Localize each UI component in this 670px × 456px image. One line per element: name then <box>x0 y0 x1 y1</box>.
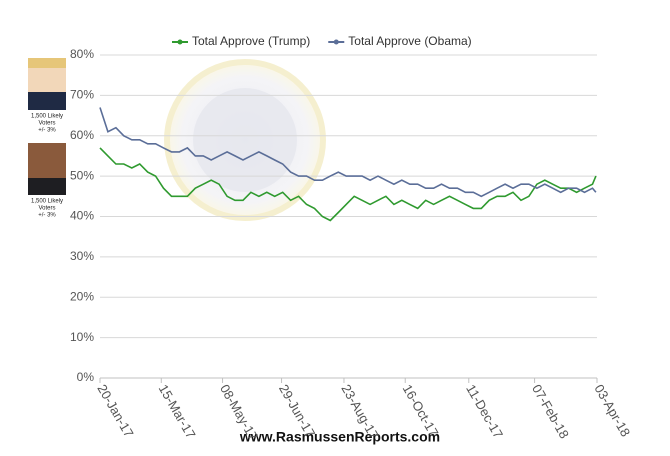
note: 1,500 Likely <box>31 114 63 120</box>
legend-label: Total Approve (Trump) <box>192 34 310 48</box>
x-tick-label: 07-Feb-18 <box>529 382 572 441</box>
y-tick-label: 50% <box>70 168 94 182</box>
note: Voters <box>38 121 55 127</box>
note: 1,500 Likely <box>31 199 63 205</box>
legend-label: Total Approve (Obama) <box>348 34 471 48</box>
legend-dot <box>177 39 183 45</box>
note: +/- 3% <box>38 213 56 219</box>
y-tick-label: 10% <box>70 330 94 344</box>
trump-hair <box>28 58 66 68</box>
x-tick-label: 20-Jan-17 <box>94 382 136 440</box>
y-tick-label: 30% <box>70 249 94 263</box>
y-tick-label: 0% <box>77 370 95 384</box>
x-tick-label: 15-Mar-17 <box>156 382 199 441</box>
y-tick-label: 80% <box>70 47 94 61</box>
y-tick-label: 40% <box>70 209 94 223</box>
x-tick-label: 11-Dec-17 <box>463 382 506 441</box>
y-tick-label: 70% <box>70 88 94 102</box>
series-line <box>99 147 597 222</box>
legend-dot <box>333 39 339 45</box>
seal-inner <box>193 88 297 192</box>
series-line <box>99 107 597 198</box>
legend: Total Approve (Trump) Total Approve (Obam… <box>172 34 472 48</box>
x-tick-label: 03-Apr-18 <box>591 382 633 440</box>
trump-suit <box>28 92 66 110</box>
y-tick-label: 60% <box>70 128 94 142</box>
note: +/- 3% <box>38 128 56 134</box>
source: www.RasmussenReports.com <box>239 429 440 445</box>
y-tick-label: 20% <box>70 289 94 303</box>
note: Voters <box>38 206 55 212</box>
obama-suit <box>28 178 66 195</box>
